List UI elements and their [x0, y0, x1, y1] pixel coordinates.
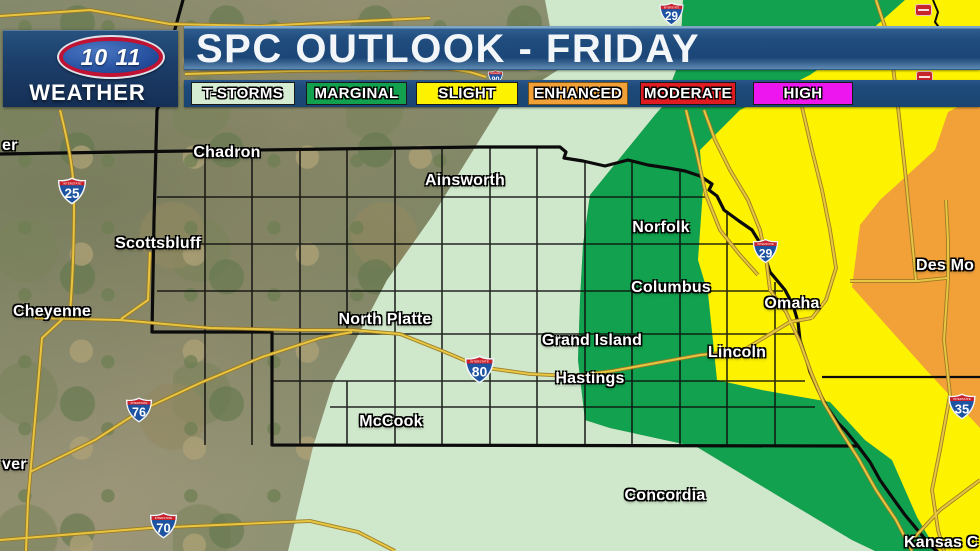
svg-text:INTERSTATE: INTERSTATE [664, 5, 680, 9]
interstate-35-shield-icon: INTERSTATE 35 [947, 393, 977, 420]
city-label-mccook: McCook [359, 413, 423, 430]
svg-text:90: 90 [491, 74, 499, 83]
station-logo-oval-icon: 10 11 [57, 35, 165, 79]
city-label-chadron: Chadron [193, 144, 261, 161]
station-tagline: WEATHER [29, 80, 146, 105]
interstate-29-shield-icon: INTERSTATE 29 [752, 238, 779, 264]
svg-text:70: 70 [156, 520, 170, 535]
svg-text:INTERSTATE: INTERSTATE [757, 242, 774, 246]
city-label-concordia: Concordia [624, 487, 706, 504]
city-label-er: er [2, 137, 18, 154]
title-bar: SPC OUTLOOK - FRIDAY [184, 26, 980, 71]
city-label-lincoln: Lincoln [707, 344, 767, 361]
svg-text:35: 35 [955, 401, 969, 416]
city-label-scottsbluff: Scottsbluff [115, 235, 201, 252]
interstate-29-shield-icon: INTERSTATE 29 [658, 2, 685, 26]
svg-text:29: 29 [759, 246, 773, 260]
svg-text:INTERSTATE: INTERSTATE [470, 360, 489, 364]
interstate-25-shield-icon: INTERSTATE 25 [57, 177, 87, 205]
legend-item-t-storms: T-STORMS [191, 82, 295, 105]
legend-item-label: MODERATE [644, 85, 732, 102]
svg-text:INTERSTATE: INTERSTATE [953, 397, 971, 401]
city-label-norfolk: Norfolk [632, 219, 690, 236]
city-label-hastings: Hastings [555, 370, 625, 387]
interstate-76-shield-icon: INTERSTATE 76 [125, 397, 153, 423]
interstate-70-shield-icon: INTERSTATE 70 [149, 512, 178, 539]
svg-text:INTERSTATE: INTERSTATE [131, 401, 148, 405]
page-title: SPC OUTLOOK - FRIDAY [196, 27, 701, 71]
county-grid [157, 146, 815, 447]
svg-text:25: 25 [64, 186, 80, 201]
svg-text:76: 76 [132, 406, 146, 420]
legend-item-moderate: MODERATE [640, 82, 736, 105]
legend-item-label: HIGH [783, 85, 823, 102]
station-logo-block: 10 11 WEATHER [3, 30, 178, 107]
svg-text:80: 80 [472, 364, 488, 380]
legend-item-label: T-STORMS [202, 85, 284, 102]
station-call: 10 11 [80, 43, 142, 70]
legend-item-label: MARGINAL [314, 85, 399, 102]
legend-item-label: SLIGHT [438, 85, 496, 102]
svg-text:INTERSTATE: INTERSTATE [63, 181, 81, 185]
risk-legend-bar: T-STORMS MARGINAL SLIGHT ENHANCED MODERATE HI… [184, 80, 980, 107]
risk-region-marginal [578, 0, 937, 551]
city-label-ver: ver [2, 456, 27, 473]
city-label-des-mo: Des Mo [916, 257, 975, 274]
city-label-north-platte: North Platte [338, 311, 432, 328]
city-label-kansas-c: Kansas C [904, 534, 979, 551]
legend-item-marginal: MARGINAL [306, 82, 407, 105]
city-label-omaha: Omaha [764, 295, 820, 312]
interstate-80-shield-icon: INTERSTATE 80 [464, 355, 495, 384]
city-label-cheyenne: Cheyenne [12, 303, 92, 320]
svg-text:29: 29 [665, 11, 678, 23]
city-label-ainsworth: Ainsworth [424, 172, 506, 189]
city-label-grand-island: Grand Island [541, 332, 643, 349]
us-route-shield-icon [915, 4, 932, 16]
risk-region-general-tstorms [288, 0, 875, 551]
svg-text:INTERSTATE: INTERSTATE [155, 516, 173, 520]
risk-region-slight [698, 0, 980, 551]
legend-item-high: HIGH [753, 82, 853, 105]
legend-item-slight: SLIGHT [416, 82, 518, 105]
legend-item-label: ENHANCED [533, 85, 623, 102]
logo-blue-core: 10 11 [63, 41, 159, 73]
city-label-columbus: Columbus [631, 279, 711, 296]
legend-item-enhanced: ENHANCED [528, 82, 628, 105]
